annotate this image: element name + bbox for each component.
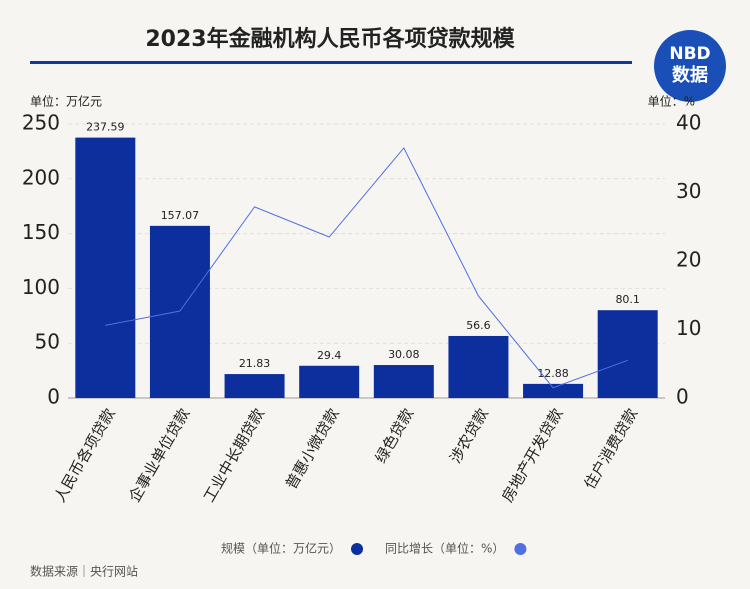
y2-tick-label: 0 [676, 385, 689, 409]
value-label: 237.59 [86, 121, 125, 134]
source: 数据来源｜央行网站 [30, 564, 138, 579]
legend-marker [514, 543, 527, 555]
y2-tick-label: 20 [676, 248, 701, 272]
bar [597, 310, 658, 398]
y-tick-label: 250 [22, 111, 60, 135]
value-label: 80.1 [615, 293, 640, 306]
bar [523, 383, 584, 398]
logo-label: 数据 [672, 64, 708, 86]
bar [149, 225, 210, 398]
title-rule [30, 61, 632, 64]
value-label: 30.08 [388, 348, 420, 361]
y2-axis-unit: 单位：% [648, 94, 695, 109]
legend-label: 规模（单位：万亿元） [221, 541, 341, 556]
line [105, 147, 628, 389]
bar [75, 137, 136, 398]
bar [373, 365, 434, 398]
y-tick-label: 150 [22, 220, 60, 244]
bar [448, 335, 509, 398]
y2-tick-label: 30 [676, 179, 701, 203]
legend-label: 同比增长（单位：%） [385, 541, 504, 556]
y-axis-unit: 单位：万亿元 [30, 94, 102, 109]
y2-tick-label: 10 [676, 316, 701, 340]
value-label: 56.6 [466, 319, 491, 332]
y2-tick-label: 40 [676, 111, 701, 135]
value-label: 21.83 [239, 357, 271, 370]
y-tick-label: 200 [22, 165, 60, 189]
logo-circle [654, 30, 726, 102]
logo-brand: NBD [669, 44, 710, 64]
bar [299, 365, 360, 398]
y-tick-label: 0 [47, 385, 60, 409]
y-tick-label: 50 [35, 330, 60, 354]
chart-title: 2023年金融机构人民币各项贷款规模 [145, 26, 515, 52]
legend-marker [351, 543, 364, 555]
value-label: 29.4 [317, 349, 342, 362]
value-label: 157.07 [161, 209, 200, 222]
bar [224, 374, 285, 398]
y-tick-label: 100 [22, 275, 60, 299]
value-label: 12.88 [537, 367, 569, 380]
